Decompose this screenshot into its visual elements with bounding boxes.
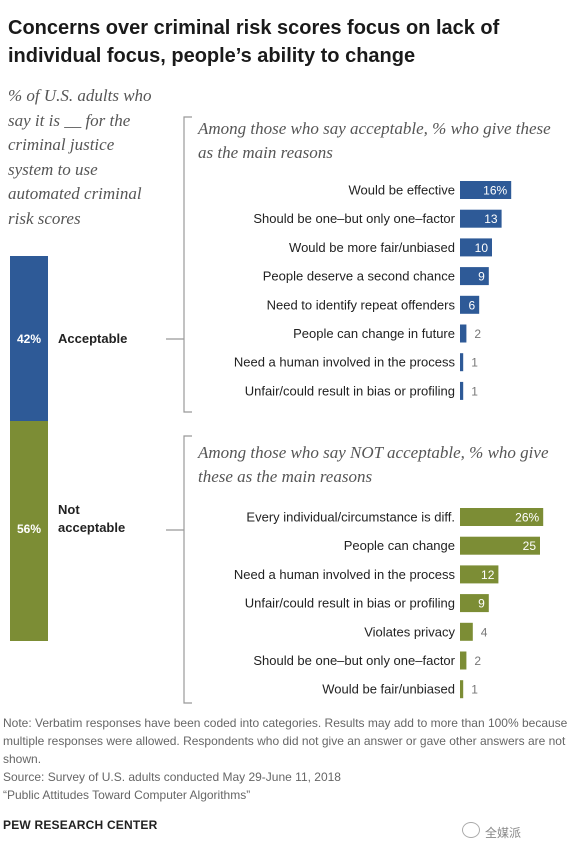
report-text: “Public Attitudes Toward Computer Algori…: [3, 788, 251, 802]
acceptable-value-label: 42%: [16, 332, 42, 346]
not-acceptable-reason-category-label: Should be one–but only one–factor: [253, 653, 455, 668]
acceptable-reason-value-label: 16%: [483, 184, 507, 198]
not-acceptable-reason-bar: [460, 565, 499, 584]
not-acceptable-bracket: [166, 435, 192, 704]
acceptable-reason-bar: [460, 181, 512, 199]
acceptable-reason-category-label: Should be one–but only one–factor: [253, 211, 455, 226]
acceptable-panel-heading: Among those who say acceptable, % who gi…: [198, 119, 551, 162]
acceptable-bar: 42%: [10, 256, 48, 421]
not-acceptable-label: Not acceptable: [58, 502, 126, 535]
chart-title: Concerns over criminal risk scores focus…: [8, 17, 500, 67]
not-acceptable-reason-bar: [460, 622, 473, 641]
not-acceptable-reason-value-label: 2: [474, 654, 481, 668]
not-acceptable-bar: 56%: [10, 421, 48, 641]
acceptable-reason-category-label: Need a human involved in the process: [234, 355, 456, 370]
chart-subtitle: % of U.S. adults who say it is __ for th…: [8, 86, 152, 228]
not-acceptable-reason-category-label: People can change: [344, 538, 455, 553]
acceptable-reason-bar: [460, 267, 489, 286]
not-acceptable-panel-heading: Among those who say NOT acceptable, % wh…: [198, 443, 549, 486]
not-acceptable-reason-category-label: Would be fair/unbiased: [322, 682, 455, 697]
acceptable-reason-category-label: Would be more fair/unbiased: [289, 240, 455, 255]
source-text: Source: Survey of U.S. adults conducted …: [3, 770, 341, 784]
acceptable-reason-value-label: 10: [475, 241, 489, 255]
footnote: Note: Verbatim responses have been coded…: [3, 714, 575, 804]
wechat-icon: [462, 822, 480, 838]
not-acceptable-reason-value-label: 9: [478, 597, 485, 611]
acceptable-reason-category-label: People deserve a second chance: [263, 269, 455, 284]
acceptable-bracket: [166, 116, 192, 413]
not-acceptable-reason-category-label: Every individual/circumstance is diff.: [246, 510, 455, 525]
note-text: Note: Verbatim responses have been coded…: [3, 716, 568, 766]
acceptable-reason-value-label: 1: [471, 384, 478, 398]
not-acceptable-reason-bar: [460, 536, 540, 555]
acceptable-reason-value-label: 1: [471, 356, 478, 370]
not-acceptable-reason-bar: [460, 680, 464, 699]
not-acceptable-reason-category-label: Unfair/could result in bias or profiling: [245, 596, 455, 611]
not-acceptable-reason-value-label: 25: [523, 539, 537, 553]
not-acceptable-reason-value-label: 4: [481, 625, 488, 639]
watermark: 全媒派: [485, 826, 522, 840]
acceptable-reason-category-label: Unfair/could result in bias or profiling: [245, 383, 455, 398]
not-acceptable-reason-bar: [460, 594, 489, 613]
acceptable-reason-bar: [460, 295, 480, 314]
acceptable-reason-bar: [460, 381, 464, 400]
not-acceptable-reason-category-label: Violates privacy: [364, 624, 455, 639]
reasons-chart: Would be effective 16% Should be one–but o…: [166, 116, 544, 704]
acceptable-reason-value-label: 2: [474, 327, 481, 341]
not-acceptable-reason-value-label: 26%: [515, 511, 539, 525]
not-acceptable-reason-value-label: 12: [481, 568, 495, 582]
acceptable-reason-category-label: Would be effective: [349, 183, 455, 198]
acceptable-reason-category-label: Need to identify repeat offenders: [267, 297, 456, 312]
acceptable-label: Acceptable: [58, 331, 128, 346]
acceptable-reason-bar: [460, 238, 492, 257]
acceptable-reason-bar: [460, 324, 467, 343]
acceptable-reason-value-label: 9: [478, 270, 485, 284]
acceptable-reason-value-label: 13: [484, 212, 498, 226]
not-acceptable-value-label: 56%: [16, 522, 42, 536]
not-acceptable-reason-bar: [460, 651, 467, 670]
not-acceptable-reason-bar: [460, 508, 544, 526]
acceptable-reason-category-label: People can change in future: [293, 326, 455, 341]
not-acceptable-reason-value-label: 1: [471, 683, 478, 697]
acceptable-reason-bar: [460, 353, 464, 372]
acceptable-reason-value-label: 6: [469, 298, 476, 312]
not-acceptable-reason-category-label: Need a human involved in the process: [234, 567, 456, 582]
brand-logo: PEW RESEARCH CENTER: [3, 818, 158, 832]
acceptable-reason-bar: [460, 209, 502, 228]
